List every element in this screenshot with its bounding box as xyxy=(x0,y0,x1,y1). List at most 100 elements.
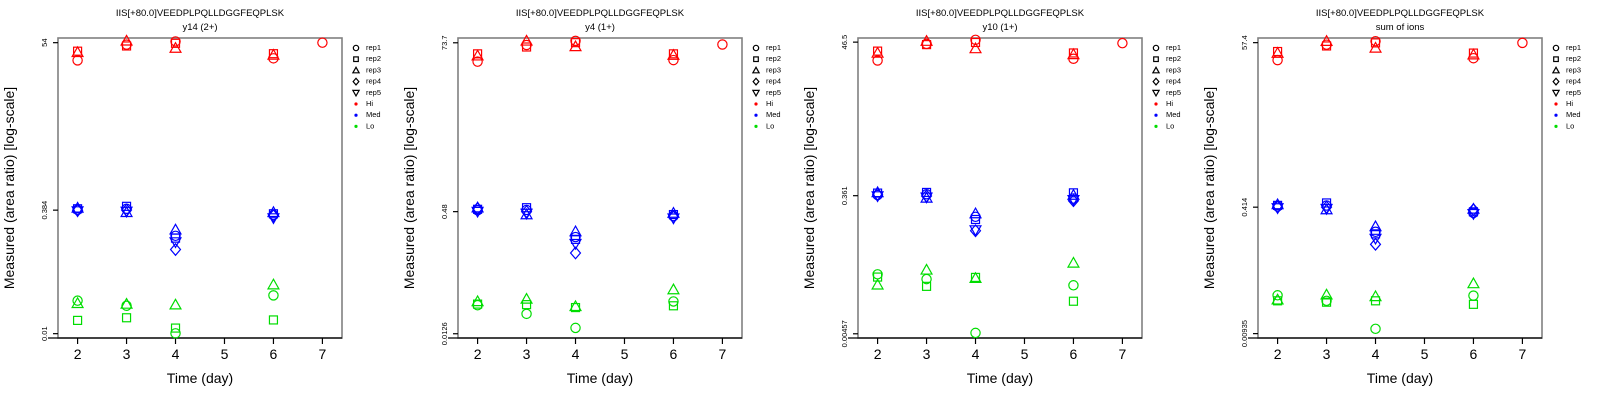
data-point-lo-rep1 xyxy=(872,269,883,280)
x-axis-tick-label: 5 xyxy=(621,346,629,362)
data-point-lo-rep1 xyxy=(970,327,981,339)
legend-label: rep5 xyxy=(1566,88,1581,97)
data-point-hi-rep2 xyxy=(1370,38,1381,48)
legend-entry-med: Med xyxy=(1554,110,1581,119)
data-point-lo-rep1 xyxy=(1321,295,1332,307)
data-point-hi-rep1 xyxy=(72,55,83,66)
chart-panel-3: IIS[+80.0]VEEDPLPQLLDGGFEQPLSK y10 (1+) 46… xyxy=(800,0,1200,400)
y-axis-tick-label: 0.0126 xyxy=(440,322,449,345)
legend-entry-rep2: rep2 xyxy=(353,54,381,63)
x-axis-tick-label: 6 xyxy=(1470,346,1478,362)
data-point-hi-rep1 xyxy=(268,53,279,64)
legend-label: rep1 xyxy=(1166,43,1181,52)
series-med xyxy=(871,185,1080,238)
legend-marker-circle-icon xyxy=(1552,44,1560,52)
data-point-hi-rep1 xyxy=(472,56,483,67)
data-point-med-rep1 xyxy=(1370,226,1381,238)
data-point-med-rep5 xyxy=(266,213,280,225)
y-axis-label: Measured (area ratio) [log-scale] xyxy=(801,87,817,289)
legend-label: rep3 xyxy=(766,65,781,74)
data-point-hi-rep2 xyxy=(970,37,981,48)
legend-label: rep4 xyxy=(1166,77,1181,86)
data-point-hi-rep1 xyxy=(1321,39,1332,50)
legend-marker-diamond-icon xyxy=(752,77,760,86)
legend-marker-dot-icon xyxy=(1554,124,1558,128)
legend-entry-hi: Hi xyxy=(754,99,773,108)
series-hi xyxy=(71,34,328,66)
x-axis-tick-label: 7 xyxy=(719,346,727,362)
data-point-med-rep3 xyxy=(1369,219,1382,232)
legend-label: rep2 xyxy=(366,54,381,63)
data-point-lo-rep3 xyxy=(920,263,934,275)
data-point-lo-rep2 xyxy=(170,323,181,333)
data-point-med-rep5 xyxy=(71,206,85,218)
data-point-lo-rep1 xyxy=(1272,290,1283,301)
data-point-med-rep1 xyxy=(170,230,181,242)
data-point-med-rep1 xyxy=(472,205,483,216)
legend-marker-triangle-down-icon xyxy=(351,89,361,98)
series-lo xyxy=(871,256,1080,339)
data-point-med-rep1 xyxy=(1468,207,1479,219)
legend-label: Hi xyxy=(766,99,773,108)
data-point-lo-rep1 xyxy=(570,322,581,334)
x-axis-label: Time (day) xyxy=(1367,370,1433,386)
legend-entry-rep2: rep2 xyxy=(753,54,781,63)
data-point-med-rep1 xyxy=(1068,193,1079,204)
x-axis-tick-label: 3 xyxy=(523,346,531,362)
legend-label: Med xyxy=(366,110,381,119)
x-axis-tick-label: 4 xyxy=(172,346,180,362)
legend-marker-diamond-icon xyxy=(1152,77,1160,86)
legend-label: Hi xyxy=(1166,99,1173,108)
legend-label: Hi xyxy=(1566,99,1573,108)
plot-frame xyxy=(57,37,343,339)
series-med xyxy=(1271,197,1480,251)
data-point-lo-rep2 xyxy=(521,300,532,310)
data-point-med-rep4 xyxy=(969,224,982,238)
data-point-lo-rep3 xyxy=(71,296,85,309)
legend-marker-dot-icon xyxy=(354,102,358,106)
y-axis-tick-label: 54 xyxy=(40,39,49,47)
y-axis-label: Measured (area ratio) [log-scale] xyxy=(1,87,17,289)
legend-label: rep1 xyxy=(366,43,381,52)
legend-entry-rep4: rep4 xyxy=(1552,77,1581,86)
legend-marker-triangle-down-icon xyxy=(1151,89,1161,98)
legend-entry-rep4: rep4 xyxy=(352,77,381,86)
data-point-lo-rep1 xyxy=(1068,280,1079,291)
legend-marker-circle-icon xyxy=(1152,44,1160,52)
legend-label: rep1 xyxy=(766,43,781,52)
legend-entry-rep5: rep5 xyxy=(751,88,781,98)
legend-label: Lo xyxy=(1566,121,1574,130)
data-point-hi-rep3 xyxy=(1066,47,1080,60)
chart-panel-1: IIS[+80.0]VEEDPLPQLLDGGFEQPLSK y14 (2+) 54… xyxy=(0,0,400,400)
y-axis-label: Measured (area ratio) [log-scale] xyxy=(1201,87,1217,289)
plot-frame xyxy=(457,37,743,339)
plot-frame xyxy=(857,37,1143,339)
legend-marker-dot-icon xyxy=(754,102,758,106)
x-axis-tick-label: 6 xyxy=(1070,346,1078,362)
data-point-hi-rep1 xyxy=(1370,35,1381,47)
data-point-lo-rep2 xyxy=(570,302,581,313)
series-lo xyxy=(471,282,680,334)
legend-marker-dot-icon xyxy=(1154,113,1158,117)
legend-marker-triangle-up-icon xyxy=(751,66,761,74)
data-point-med-rep5 xyxy=(471,206,485,219)
legend-label: rep3 xyxy=(1566,65,1581,74)
legend-entry-rep5: rep5 xyxy=(1551,88,1581,98)
data-point-med-rep3 xyxy=(1320,202,1334,215)
data-point-hi-rep1 xyxy=(1517,37,1528,49)
data-point-hi-rep2 xyxy=(521,42,532,52)
data-point-lo-rep1 xyxy=(72,295,83,306)
legend-entry-rep3: rep3 xyxy=(751,65,781,74)
data-point-lo-rep3 xyxy=(1320,288,1334,300)
x-axis-tick-label: 3 xyxy=(1323,346,1331,362)
legend-label: Med xyxy=(1166,110,1181,119)
data-point-hi-rep1 xyxy=(717,39,728,50)
legend-marker-dot-icon xyxy=(354,113,358,117)
x-axis-tick-label: 2 xyxy=(1274,346,1282,362)
legend-label: rep1 xyxy=(1566,43,1581,52)
data-point-hi-rep3 xyxy=(71,45,85,58)
y-axis-tick-label: 57.4 xyxy=(1240,35,1249,50)
legend-entry-lo: Lo xyxy=(1154,121,1174,130)
data-point-lo-rep3 xyxy=(969,271,982,283)
